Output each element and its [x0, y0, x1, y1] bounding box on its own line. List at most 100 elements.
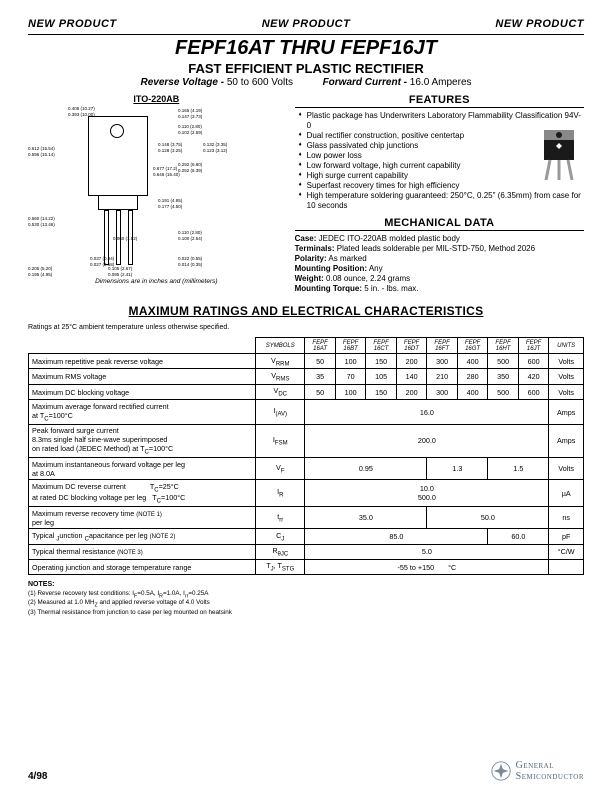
note-item: (3) Thermal resistance from junction to …	[28, 609, 584, 617]
dimension-label: 0.560 (14.22)	[28, 216, 55, 221]
value-cell: 105	[366, 369, 397, 384]
dimension-label: 0.677 (17.2)	[153, 166, 177, 171]
dimension-label: 0.147 (3.73)	[178, 114, 202, 119]
top-columns: ITO-220AB 0.405 (10.27)0.393 (10.00)0.16…	[28, 94, 584, 294]
dimension-label: 0.102 (2.59)	[178, 130, 202, 135]
param-cell: Maximum average forward rectified curren…	[29, 400, 256, 424]
dimension-label: 0.132 (3.35)	[203, 142, 227, 147]
col-head: SYMBOLS	[256, 338, 305, 354]
symbol-cell: VRRM	[256, 354, 305, 369]
divider-top	[28, 34, 584, 35]
footer: 4/98 General Semiconductor	[28, 760, 584, 782]
symbol-cell: trr	[256, 507, 305, 529]
dimension-label: 0.646 (16.40)	[153, 172, 180, 177]
value-cell: 0.95	[305, 458, 427, 480]
package-diagram: 0.405 (10.27)0.393 (10.00)0.165 (4.19)0.…	[28, 106, 285, 276]
value-cell: 210	[427, 369, 458, 384]
wt-value: 0.08 ounce, 2.24 grams	[326, 274, 410, 283]
diagram-caption: Dimensions are in inches and (millimeter…	[28, 278, 285, 285]
features-head: FEATURES	[295, 94, 584, 108]
term-label: Terminals:	[295, 244, 335, 253]
mt-value: 5 in. - lbs. max.	[364, 284, 418, 293]
param-cell: Peak forward surge current8.3ms single h…	[29, 424, 256, 457]
value-cell: 400	[457, 384, 488, 399]
unit-cell: pF	[549, 529, 584, 544]
fc-label: Forward Current -	[323, 77, 407, 88]
value-cell: 50	[305, 384, 336, 399]
wt-label: Weight:	[295, 274, 324, 283]
value-cell: 350	[488, 369, 519, 384]
unit-cell: ns	[549, 507, 584, 529]
value-cell: 100	[335, 354, 366, 369]
dimension-label: 0.612 (15.54)	[28, 146, 55, 151]
value-cell: 100	[335, 384, 366, 399]
logo-line2: Semiconductor	[516, 771, 584, 782]
package-name: ITO-220AB	[28, 94, 285, 104]
value-cell: 600	[518, 384, 549, 399]
mech-head: MECHANICAL DATA	[295, 217, 584, 231]
symbol-cell: VRMS	[256, 369, 305, 384]
dimension-label: 0.205 (5.20)	[28, 266, 52, 271]
value-cell: 50.0	[427, 507, 549, 529]
symbol-cell: VDC	[256, 384, 305, 399]
param-cell: Typical Junction Capacitance per leg (NO…	[29, 529, 256, 544]
value-cell: 35.0	[305, 507, 427, 529]
col-head: UNITS	[549, 338, 584, 354]
notes-head: NOTES:	[28, 581, 584, 589]
col-head: FEPF16HT	[488, 338, 519, 354]
col-head: FEPF16CT	[366, 338, 397, 354]
dimension-label: 0.110 (2.80)	[178, 124, 202, 129]
fc-value: 16.0 Amperes	[410, 77, 472, 88]
value-cell: 1.3	[427, 458, 488, 480]
col-head: FEPF16GT	[457, 338, 488, 354]
param-cell: Maximum RMS voltage	[29, 369, 256, 384]
value-cell: 150	[366, 354, 397, 369]
value-cell: 300	[427, 384, 458, 399]
title-block: FEPF16AT THRU FEPF16JT FAST EFFICIENT PL…	[28, 37, 584, 88]
ratings-note: Ratings at 25°C ambient temperature unle…	[28, 324, 584, 331]
symbol-cell: CJ	[256, 529, 305, 544]
dimension-label: 0.405 (10.27)	[68, 106, 95, 111]
unit-cell: Amps	[549, 400, 584, 424]
pol-label: Polarity:	[295, 254, 327, 263]
case-label: Case:	[295, 234, 317, 243]
title-params: Reverse Voltage - 50 to 600 Volts Forwar…	[28, 77, 584, 88]
param-cell: Maximum reverse recovery time (NOTE 1)pe…	[29, 507, 256, 529]
pol-value: As marked	[328, 254, 366, 263]
header-banner: NEW PRODUCT NEW PRODUCT NEW PRODUCT	[28, 18, 584, 30]
col-head: FEPF16AT	[305, 338, 336, 354]
title-sub: FAST EFFICIENT PLASTIC RECTIFIER	[28, 61, 584, 76]
banner-right: NEW PRODUCT	[495, 18, 584, 30]
mech-block: Case: JEDEC ITO-220AB molded plastic bod…	[295, 234, 584, 294]
value-cell: 400	[457, 354, 488, 369]
dimension-label: 0.014 (0.35)	[178, 262, 202, 267]
notes-block: NOTES: (1) Reverse recovery test conditi…	[28, 581, 584, 616]
banner-mid: NEW PRODUCT	[262, 18, 351, 30]
mp-label: Mounting Position:	[295, 264, 367, 273]
value-cell: 150	[366, 384, 397, 399]
unit-cell: Amps	[549, 424, 584, 457]
page-number: 4/98	[28, 771, 47, 782]
col-head: FEPF16FT	[427, 338, 458, 354]
dimension-label: 0.596 (15.14)	[28, 152, 55, 157]
dimension-label: 0.060 (1.52)	[113, 236, 137, 241]
rv-label: Reverse Voltage -	[140, 77, 224, 88]
logo-text: General Semiconductor	[516, 760, 584, 782]
dimension-label: 0.292 (6.80)	[178, 162, 202, 167]
param-cell: Maximum instantaneous forward voltage pe…	[29, 458, 256, 480]
symbol-cell: VF	[256, 458, 305, 480]
value-cell: 200.0	[305, 424, 549, 457]
logo-mark-icon	[490, 760, 512, 782]
value-cell: 140	[396, 369, 427, 384]
dimension-label: 0.123 (3.12)	[203, 148, 227, 153]
value-cell: 35	[305, 369, 336, 384]
unit-cell: Volts	[549, 384, 584, 399]
package-column: ITO-220AB 0.405 (10.27)0.393 (10.00)0.16…	[28, 94, 285, 294]
col-head: FEPF16BT	[335, 338, 366, 354]
value-cell: 60.0	[488, 529, 549, 544]
dimension-label: 0.022 (0.55)	[178, 256, 202, 261]
value-cell: 500	[488, 384, 519, 399]
company-logo: General Semiconductor	[490, 760, 584, 782]
logo-line1: General	[516, 760, 584, 771]
value-cell: 420	[518, 369, 549, 384]
